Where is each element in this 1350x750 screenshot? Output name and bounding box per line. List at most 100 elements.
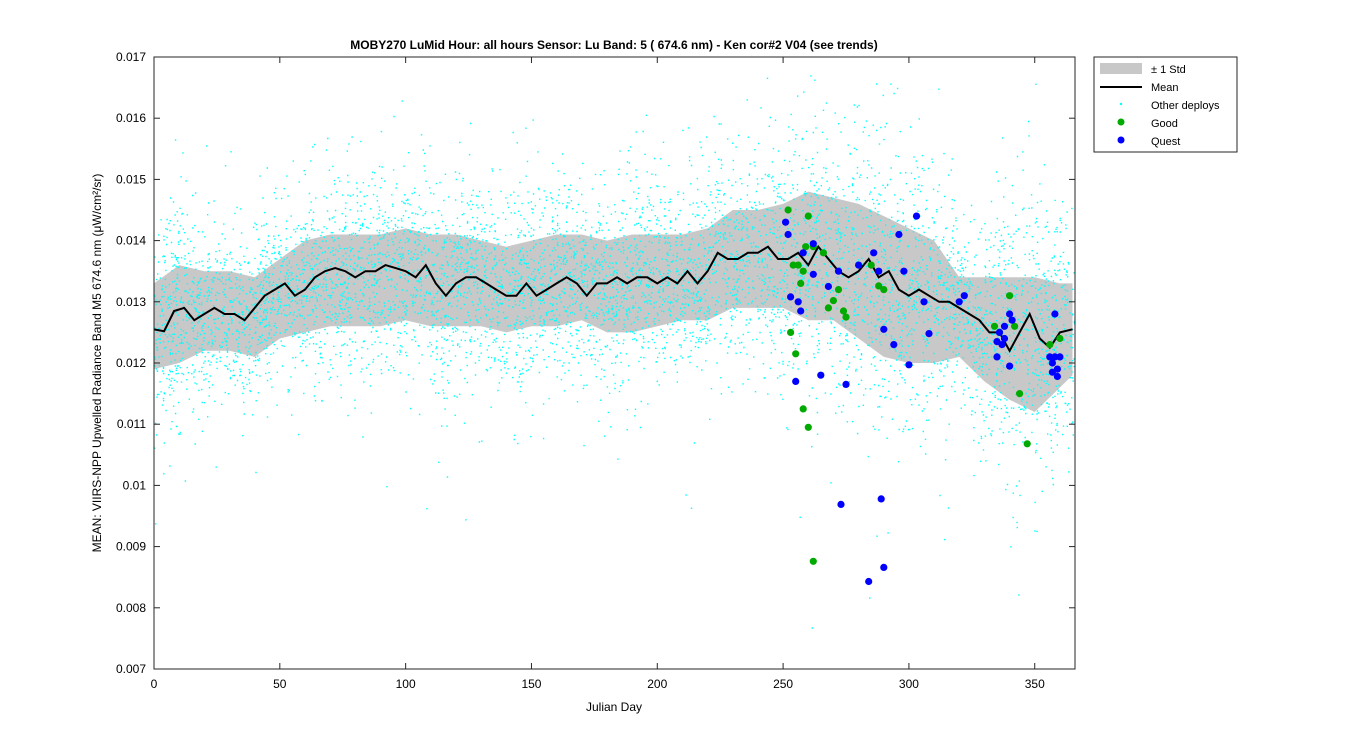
quest-point	[787, 293, 795, 301]
quest-point	[817, 371, 825, 379]
legend-mean-label: Mean	[1151, 82, 1179, 94]
quest-points-layer	[782, 212, 1064, 586]
good-point	[867, 261, 875, 269]
quest-point	[837, 500, 845, 508]
quest-point	[960, 292, 968, 300]
y-tick-label: 0.011	[117, 417, 146, 431]
good-point	[794, 261, 802, 269]
quest-point	[809, 270, 817, 278]
good-point	[809, 557, 817, 565]
quest-point	[905, 361, 913, 369]
mean-line-layer	[154, 244, 1073, 353]
quest-point	[870, 249, 878, 257]
good-point	[1011, 322, 1019, 330]
good-point	[804, 212, 812, 220]
legend-quest-label: Quest	[1151, 136, 1180, 148]
quest-point	[1008, 316, 1016, 324]
plot-area	[154, 57, 1075, 669]
good-point	[792, 350, 800, 358]
x-tick-label: 200	[647, 677, 667, 691]
x-tick-label: 50	[273, 677, 287, 691]
y-tick-label: 0.012	[116, 356, 146, 370]
quest-point	[797, 307, 805, 315]
y-tick-label: 0.014	[116, 234, 146, 248]
std-band-layer	[154, 191, 1073, 412]
mean-line	[154, 244, 1073, 353]
quest-point	[1006, 310, 1014, 318]
quest-point	[925, 330, 933, 338]
quest-point	[784, 230, 792, 239]
y-tick-label: 0.015	[116, 172, 146, 186]
good-point	[787, 328, 795, 336]
chart-title: MOBY270 LuMid Hour: all hours Sensor: Lu…	[350, 38, 877, 52]
legend-other-label: Other deploys	[1151, 100, 1220, 112]
quest-point	[1006, 362, 1014, 370]
legend-good-swatch	[1117, 118, 1125, 126]
quest-point	[1053, 372, 1061, 381]
good-points-layer	[784, 206, 1064, 565]
quest-point	[1000, 322, 1009, 330]
x-axis-label: Julian Day	[586, 700, 642, 714]
quest-point	[998, 341, 1006, 349]
quest-point	[792, 377, 800, 385]
quest-point	[865, 577, 873, 586]
x-tick-label: 150	[521, 677, 541, 691]
quest-point	[1048, 359, 1056, 367]
quest-point	[875, 267, 883, 275]
y-tick-label: 0.008	[116, 601, 146, 615]
good-point	[789, 261, 797, 269]
good-point	[819, 249, 828, 257]
quest-point	[880, 325, 888, 333]
quest-point	[1000, 334, 1009, 343]
quest-point	[855, 261, 863, 269]
x-tick-label: 100	[396, 677, 416, 691]
quest-point	[824, 282, 833, 291]
good-point	[990, 322, 999, 330]
quest-point	[794, 298, 802, 306]
legend-std-label: ± 1 Std	[1151, 64, 1186, 76]
quest-point	[1051, 353, 1059, 361]
quest-point	[842, 380, 850, 388]
y-axis-label: MEAN: VIIRS-NPP Upwelled Radiance Band M…	[90, 174, 104, 553]
good-point	[799, 267, 807, 275]
quest-point	[900, 267, 908, 275]
good-point	[1016, 390, 1024, 398]
good-point	[875, 282, 883, 290]
quest-point	[877, 495, 885, 503]
good-point	[1006, 292, 1014, 300]
y-tick-label: 0.009	[116, 540, 146, 554]
good-point	[829, 297, 838, 305]
good-point	[802, 243, 810, 251]
x-tick-label: 250	[773, 677, 793, 691]
y-tick-label: 0.01	[123, 478, 147, 492]
good-point	[834, 286, 843, 294]
good-point	[824, 304, 833, 312]
good-point	[797, 279, 805, 287]
good-point	[1056, 334, 1064, 343]
quest-point	[995, 328, 1004, 336]
good-point	[842, 313, 850, 321]
quest-point	[834, 267, 843, 275]
quest-point	[912, 212, 921, 220]
x-axis: 0 50 100 150 200 250 300 350	[151, 57, 1045, 691]
quest-point	[1053, 365, 1061, 373]
quest-point	[880, 563, 888, 572]
x-tick-label: 0	[151, 677, 158, 691]
legend-other-swatch	[1119, 102, 1123, 106]
y-tick-label: 0.017	[116, 50, 146, 64]
good-point	[839, 307, 848, 315]
quest-point	[993, 353, 1001, 361]
good-point	[804, 423, 812, 431]
y-tick-label: 0.007	[116, 662, 146, 676]
x-tick-label: 300	[899, 677, 919, 691]
quest-point	[809, 240, 817, 248]
std-band	[154, 191, 1073, 412]
quest-point	[799, 249, 807, 257]
quest-point	[1046, 353, 1054, 361]
good-point	[799, 405, 807, 413]
good-point	[1023, 440, 1031, 448]
legend: ± 1 Std Mean Other deploys Good Quest	[1093, 56, 1238, 153]
y-tick-label: 0.013	[116, 295, 146, 309]
quest-point	[955, 298, 963, 306]
